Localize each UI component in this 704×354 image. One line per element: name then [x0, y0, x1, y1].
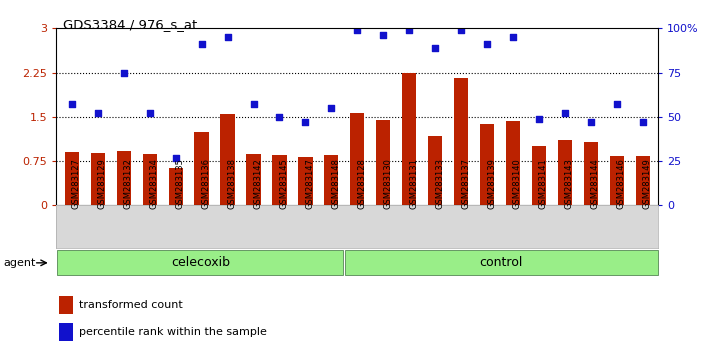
Bar: [505, 121, 520, 205]
Text: percentile rank within the sample: percentile rank within the sample: [80, 327, 268, 337]
Point: [222, 34, 233, 40]
Bar: [65, 152, 79, 205]
Text: GSM283139: GSM283139: [487, 158, 496, 209]
Text: GSM283131: GSM283131: [409, 158, 418, 209]
Bar: [143, 154, 157, 205]
FancyBboxPatch shape: [57, 250, 344, 275]
Bar: [376, 120, 390, 205]
Text: GSM283140: GSM283140: [513, 158, 522, 209]
FancyBboxPatch shape: [345, 250, 658, 275]
Point: [274, 114, 285, 120]
Bar: [325, 155, 339, 205]
Text: GDS3384 / 976_s_at: GDS3384 / 976_s_at: [63, 18, 198, 31]
Point: [92, 110, 103, 116]
Bar: [558, 141, 572, 205]
Point: [559, 110, 570, 116]
Point: [429, 45, 441, 51]
Text: GSM283147: GSM283147: [306, 158, 315, 209]
Text: GSM283135: GSM283135: [176, 158, 184, 209]
Bar: [428, 136, 442, 205]
Text: GSM283128: GSM283128: [357, 158, 366, 209]
Point: [300, 119, 311, 125]
Bar: [59, 323, 73, 341]
Point: [170, 155, 182, 160]
Text: celecoxib: celecoxib: [171, 256, 230, 269]
Bar: [480, 125, 494, 205]
Text: agent: agent: [4, 258, 36, 268]
Bar: [220, 114, 234, 205]
Point: [326, 105, 337, 111]
Text: GSM283134: GSM283134: [150, 158, 158, 209]
Bar: [246, 154, 260, 205]
Point: [508, 34, 519, 40]
Bar: [168, 168, 183, 205]
Point: [196, 41, 207, 47]
Text: GSM283141: GSM283141: [539, 158, 548, 209]
Point: [248, 102, 259, 107]
Bar: [610, 156, 624, 205]
Text: GSM283143: GSM283143: [565, 158, 574, 209]
Bar: [59, 296, 73, 314]
Point: [482, 41, 493, 47]
Text: GSM283148: GSM283148: [332, 158, 340, 209]
Point: [118, 70, 130, 75]
Text: GSM283133: GSM283133: [435, 158, 444, 209]
Point: [144, 110, 156, 116]
Text: GSM283149: GSM283149: [643, 158, 652, 209]
Bar: [194, 132, 209, 205]
Point: [585, 119, 596, 125]
Point: [533, 116, 544, 121]
Text: GSM283144: GSM283144: [591, 158, 600, 209]
Bar: [91, 153, 105, 205]
Bar: [584, 142, 598, 205]
Bar: [272, 155, 287, 205]
Text: GSM283130: GSM283130: [383, 158, 392, 209]
Text: GSM283145: GSM283145: [279, 158, 289, 209]
Text: GSM283127: GSM283127: [72, 158, 81, 209]
Text: control: control: [479, 256, 523, 269]
Point: [611, 102, 622, 107]
Bar: [350, 113, 365, 205]
Point: [66, 102, 77, 107]
Text: GSM283132: GSM283132: [124, 158, 133, 209]
Text: transformed count: transformed count: [80, 299, 183, 310]
Point: [455, 27, 467, 33]
Text: GSM283142: GSM283142: [253, 158, 263, 209]
Bar: [117, 151, 131, 205]
Point: [377, 33, 389, 38]
Bar: [402, 73, 416, 205]
Text: GSM283146: GSM283146: [617, 158, 626, 209]
Point: [351, 27, 363, 33]
Text: GSM283137: GSM283137: [461, 158, 470, 209]
Text: GSM283136: GSM283136: [201, 158, 210, 209]
Text: GSM283138: GSM283138: [227, 158, 237, 209]
Bar: [454, 79, 468, 205]
Bar: [636, 156, 650, 205]
Point: [403, 27, 415, 33]
Point: [637, 119, 648, 125]
Bar: [532, 146, 546, 205]
Text: GSM283129: GSM283129: [98, 158, 107, 209]
Bar: [298, 157, 313, 205]
